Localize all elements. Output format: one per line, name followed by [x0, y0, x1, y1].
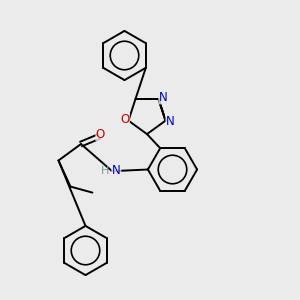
Text: O: O: [120, 113, 130, 126]
Text: H: H: [101, 166, 110, 176]
Text: N: N: [166, 115, 175, 128]
Text: N: N: [112, 164, 121, 178]
Text: O: O: [96, 128, 105, 141]
Text: N: N: [159, 91, 168, 104]
